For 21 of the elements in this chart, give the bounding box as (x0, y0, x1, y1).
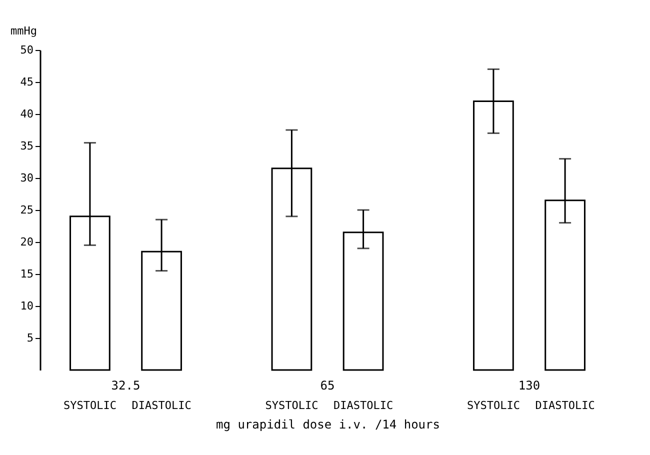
text: DIASTOLIC (333, 399, 394, 412)
y-tick-label: 10 (20, 300, 34, 312)
x-tick-label: 130 (518, 378, 540, 392)
y-tick-label: 40 (20, 108, 34, 120)
text: DIASTOLIC (132, 399, 192, 412)
y-tick-label: 15 (20, 268, 34, 280)
y-tick-label: 45 (20, 76, 34, 88)
text: SYSTOLIC (466, 399, 520, 412)
x-tick-label: 32.5 (111, 378, 140, 392)
x-axis-title: mg urapidil dose i.v. /14 hours (216, 418, 440, 432)
y-axis-title: mmHg (10, 24, 37, 38)
y-tick-label: 5 (26, 332, 34, 344)
text: SYSTOLIC (63, 399, 116, 412)
text: DIASTOLIC (535, 399, 595, 412)
y-tick-label: 50 (20, 44, 34, 56)
y-tick-label: 20 (20, 236, 34, 248)
text: SYSTOLIC (265, 399, 318, 412)
y-tick-label: 35 (20, 140, 34, 152)
x-tick-label: 65 (320, 378, 335, 392)
y-tick-label: 25 (20, 204, 34, 216)
y-tick-label: 30 (20, 172, 34, 184)
